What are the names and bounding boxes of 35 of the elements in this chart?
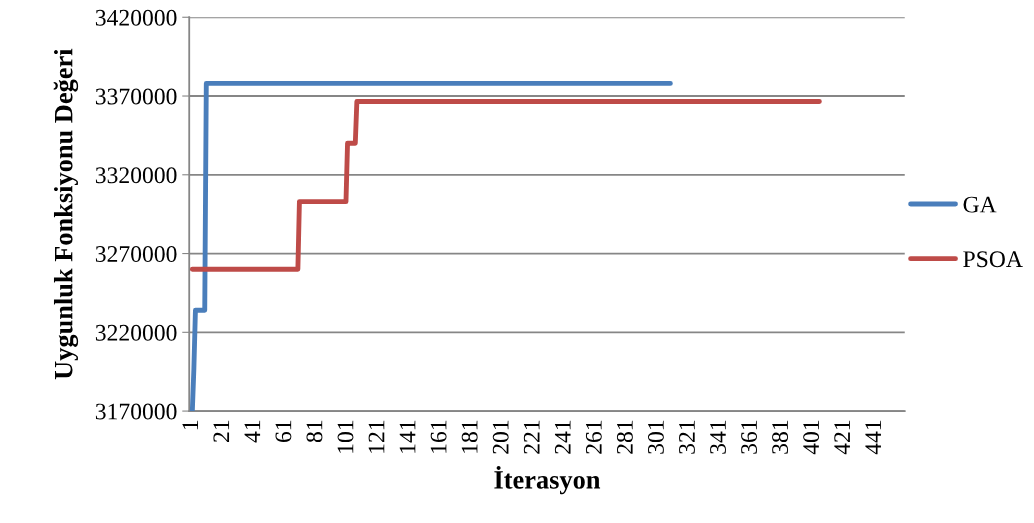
x-tick-label: 161 [430,420,447,453]
y-axis-title: Uygunluk Fonksiyonu Değeri [53,48,79,380]
x-tick-label: 281 [616,420,633,454]
x-tick-label: 81 [306,420,323,443]
x-tick-label: 121 [368,420,385,453]
x-tick-label: 101 [337,420,354,453]
legend-label: PSOA [963,251,1023,268]
x-tick-label: 61 [275,420,292,443]
x-axis-title: İterasyon [494,465,601,495]
x-tick-label: 141 [399,420,416,453]
legend-label: GA [963,196,997,213]
x-tick-label: 241 [554,420,571,454]
x-tick-label: 41 [244,420,261,443]
x-tick-label: 181 [461,420,478,453]
y-tick-label: 3170000 [95,403,177,420]
x-tick-label: 421 [834,420,850,455]
line-series [189,99,822,272]
x-tick-label: 221 [523,420,540,454]
y-tick-label: 3370000 [95,88,177,105]
y-tick-label: 3220000 [95,324,177,341]
line-series [189,80,673,412]
x-tick-label: 321 [679,420,695,454]
x-tick-label: 21 [213,420,230,442]
x-tick-label: 361 [741,420,757,454]
x-tick-label: 441 [865,420,881,455]
x-tick-label: 301 [647,420,664,454]
x-tick-label: 401 [803,420,820,455]
x-tick-label: 381 [772,420,789,454]
x-tick-label: 1 [182,420,198,430]
x-tick-label: 201 [492,420,509,454]
y-tick-label: 3320000 [95,167,177,184]
x-tick-label: 341 [710,420,726,454]
y-tick-label: 3270000 [95,246,177,262]
y-tick-label: 3420000 [95,9,177,26]
x-tick-label: 261 [585,420,602,454]
